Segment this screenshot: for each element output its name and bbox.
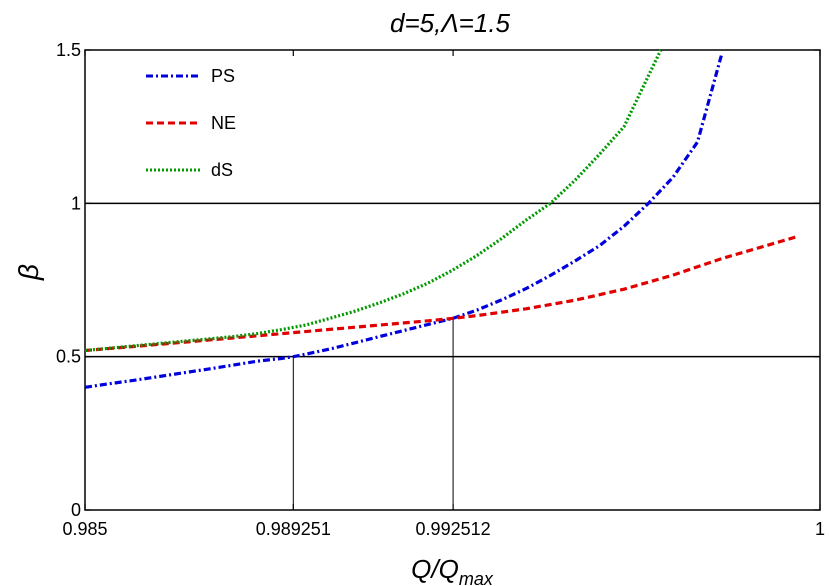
x-axis-label: Q/Qmax	[411, 554, 494, 586]
x-axis-label-subscript: max	[459, 569, 494, 586]
plot-frame	[84, 49, 821, 511]
legend: PS NE dS	[146, 66, 236, 180]
series-line-dS	[84, 49, 663, 353]
y-tick-label: 1.5	[56, 40, 81, 60]
series-layer	[84, 49, 796, 389]
axis-ticks	[84, 49, 821, 511]
series-line-PS	[84, 52, 724, 389]
x-tick-label: 0.992512	[416, 519, 491, 539]
chart-title: d=5,Λ=1.5	[390, 8, 511, 38]
legend-label-dS: dS	[211, 160, 233, 180]
x-tick-label: 0.985	[62, 519, 107, 539]
y-axis-label: β	[13, 264, 44, 281]
legend-label-NE: NE	[211, 113, 236, 133]
reference-lines	[85, 202, 820, 358]
legend-label-PS: PS	[211, 66, 235, 86]
x-tick-label: 1	[815, 519, 825, 539]
y-tick-label: 1	[71, 193, 81, 213]
y-tick-label: 0.5	[56, 347, 81, 367]
x-axis-label-main: Q/Q	[411, 554, 459, 584]
tick-labels: 0.985 0.989251 0.992512 1 0 0.5 1 1.5	[56, 40, 825, 539]
drop-lines	[292, 318, 454, 510]
x-tick-label: 0.989251	[256, 519, 331, 539]
series-line-NE	[84, 235, 796, 353]
y-tick-label: 0	[71, 500, 81, 520]
